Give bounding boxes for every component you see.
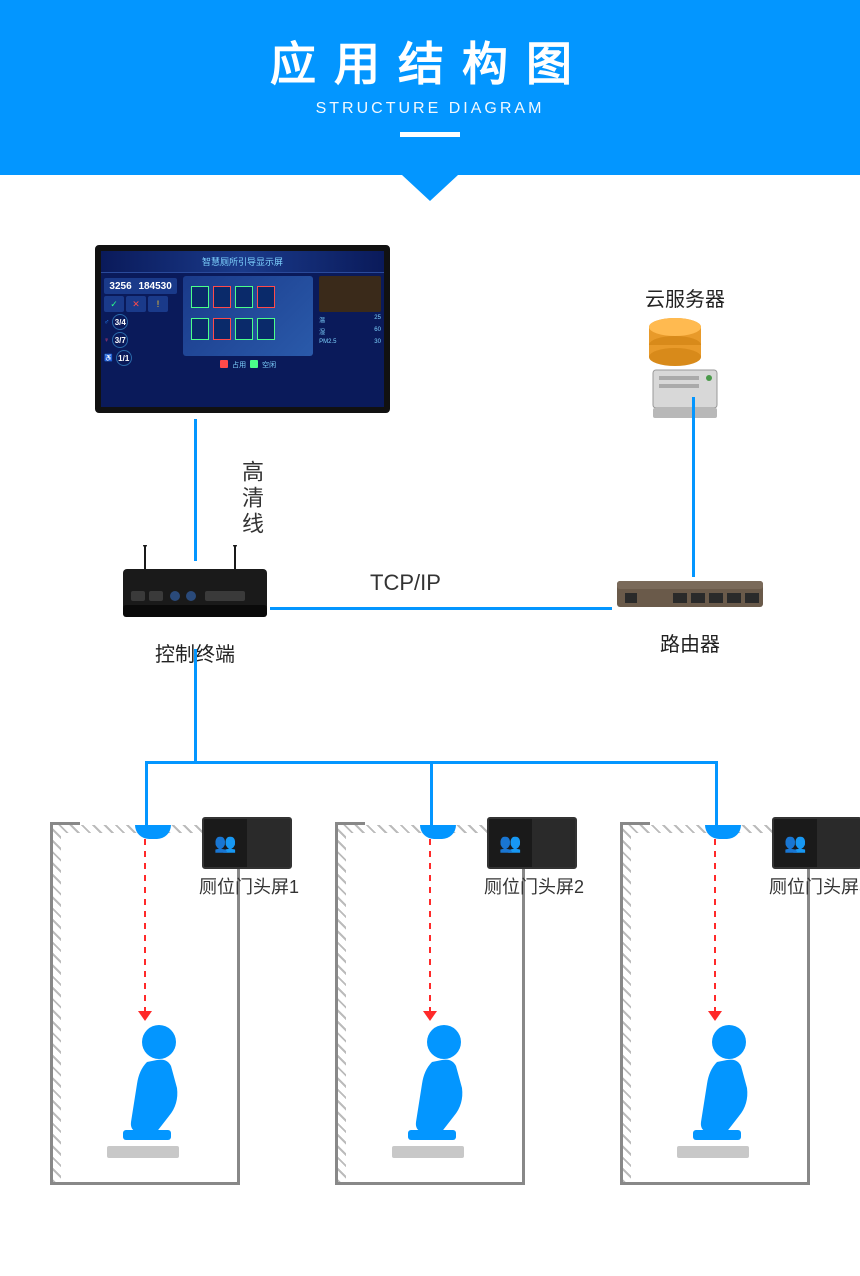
person-icon [382,1022,492,1162]
cloud-server-icon [635,312,735,422]
line-controller-down [194,649,197,764]
tcpip-label: TCP/IP [370,570,441,596]
router-label: 路由器 [610,628,770,657]
stall-1: 👥 厕位门头屏1 [50,825,310,1185]
stall-3: 👥 厕位门头屏3 [620,825,860,1185]
person-icon [667,1022,777,1162]
door-screen-label-3: 厕位门头屏3 [769,873,860,899]
display-screen: 智慧厕所引导显示屏 3256184530 ✓ ✕ ! ♂3/4 ♀3/7 ♿1/… [95,245,390,413]
line-display-controller [194,419,197,561]
screen-mid-panel: 占用空闲 [180,273,316,411]
line-server-router [692,397,695,577]
router-icon [615,575,765,615]
sensor-beam [429,839,431,1019]
screen-left-panel: 3256184530 ✓ ✕ ! ♂3/4 ♀3/7 ♿1/1 [101,273,180,411]
stall-2: 👥 厕位门头屏2 [335,825,595,1185]
line-controller-router [270,607,612,610]
person-icon [97,1022,207,1162]
cloud-server-node: 云服务器 [615,275,755,427]
door-screen-2: 👥 [487,817,577,869]
line-drop-2 [430,761,433,829]
router-node: 路由器 [610,575,770,657]
display-screen-node: 智慧厕所引导显示屏 3256184530 ✓ ✕ ! ♂3/4 ♀3/7 ♿1/… [95,245,390,413]
page-subtitle: STRUCTURE DIAGRAM [0,100,860,118]
screen-title: 智慧厕所引导显示屏 [101,251,384,273]
diagram-canvas: 智慧厕所引导显示屏 3256184530 ✓ ✕ ! ♂3/4 ♀3/7 ♿1/… [0,175,860,1276]
screen-right-panel: 温25 湿60 PM2.530 [316,273,384,411]
cloud-server-label: 云服务器 [615,283,755,312]
door-screen-3: 👥 [772,817,860,869]
line-drop-3 [715,761,718,829]
page-title: 应用结构图 [0,28,860,94]
header: 应用结构图 STRUCTURE DIAGRAM [0,0,860,175]
line-drop-1 [145,761,148,829]
door-screen-1: 👥 [202,817,292,869]
hd-line-label: 高清线 [235,460,267,538]
stat-row: 3256184530 [104,278,177,294]
door-screen-label-2: 厕位门头屏2 [484,873,584,899]
title-underline [400,132,460,137]
door-screen-label-1: 厕位门头屏1 [199,873,299,899]
sensor-beam [714,839,716,1019]
sensor-beam [144,839,146,1019]
